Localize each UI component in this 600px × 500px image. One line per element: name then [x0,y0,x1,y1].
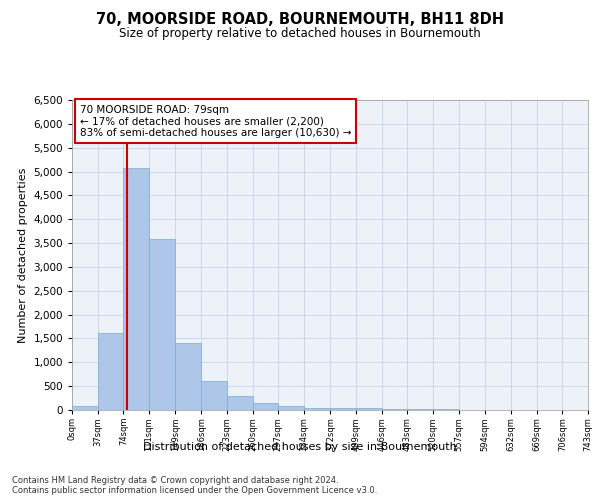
Bar [278,406,304,410]
Text: 70 MOORSIDE ROAD: 79sqm
← 17% of detached houses are smaller (2,200)
83% of semi: 70 MOORSIDE ROAD: 79sqm ← 17% of detache… [80,104,351,138]
Text: Distribution of detached houses by size in Bournemouth: Distribution of detached houses by size … [143,442,457,452]
Bar [227,396,253,410]
Y-axis label: Number of detached properties: Number of detached properties [18,168,28,342]
Text: Size of property relative to detached houses in Bournemouth: Size of property relative to detached ho… [119,28,481,40]
Text: Contains HM Land Registry data © Crown copyright and database right 2024.
Contai: Contains HM Land Registry data © Crown c… [12,476,377,495]
Bar [149,240,175,410]
Bar [124,168,149,410]
Bar [407,409,433,410]
Bar [382,408,407,410]
Bar [175,343,201,410]
Bar [201,381,227,410]
Text: 70, MOORSIDE ROAD, BOURNEMOUTH, BH11 8DH: 70, MOORSIDE ROAD, BOURNEMOUTH, BH11 8DH [96,12,504,28]
Bar [72,406,98,410]
Bar [253,404,278,410]
Bar [98,332,124,410]
Bar [331,408,356,410]
Bar [304,408,329,410]
Bar [356,408,382,410]
